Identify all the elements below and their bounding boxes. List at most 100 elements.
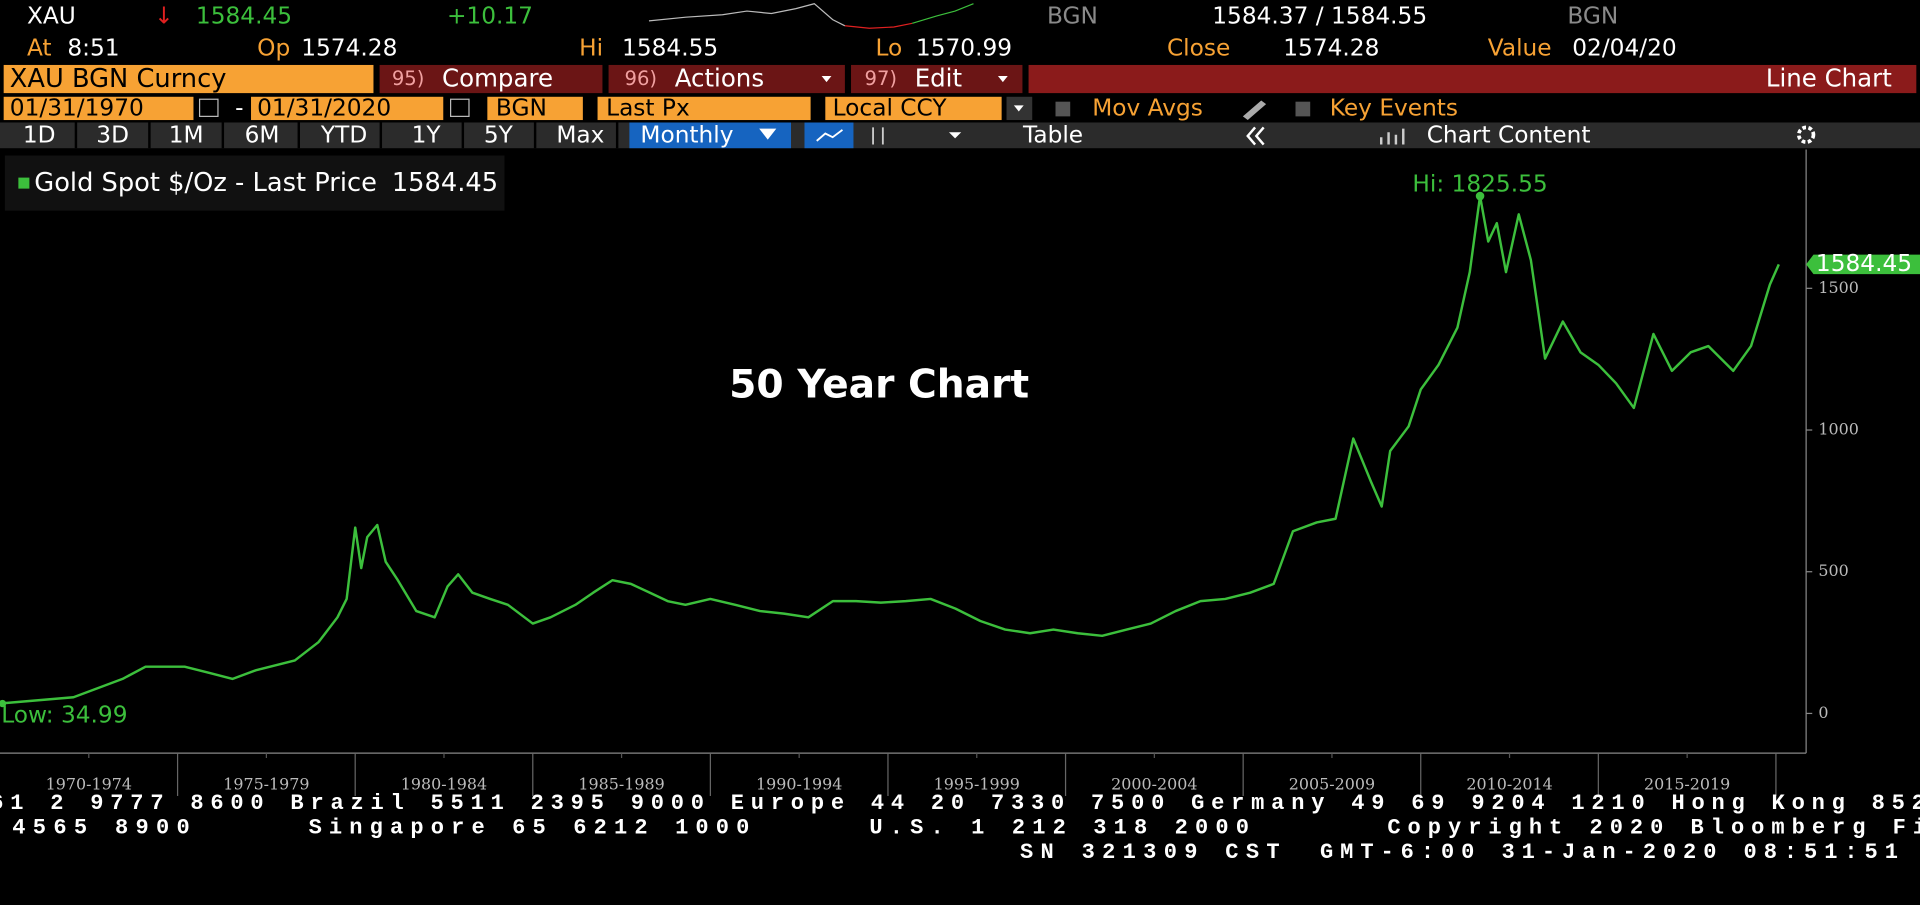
collapse-icon[interactable] xyxy=(1246,126,1265,146)
frequency: Monthly xyxy=(640,121,733,148)
source-field[interactable] xyxy=(487,96,583,121)
button-label[interactable]: Actions xyxy=(675,64,764,93)
x-tick-label: 1995-1999 xyxy=(934,774,1020,793)
x-tick-label: 2015-2019 xyxy=(1644,774,1730,793)
field-select[interactable] xyxy=(597,96,811,121)
field-label: Op xyxy=(257,35,290,62)
title-bar xyxy=(1028,64,1917,94)
period-button[interactable]: 6M xyxy=(245,121,280,148)
high-point xyxy=(1475,191,1485,201)
security-box[interactable] xyxy=(3,64,374,94)
button[interactable] xyxy=(608,64,845,94)
security: XAU BGN Curncy xyxy=(10,64,227,94)
checkbox[interactable] xyxy=(1295,101,1311,117)
pricing-source: BGN xyxy=(496,95,547,122)
y-tick-label: 0 xyxy=(1818,703,1828,722)
y-tick-label: 1000 xyxy=(1818,420,1858,439)
last-price: 1584.45 xyxy=(196,3,292,30)
y-tick-label: 1500 xyxy=(1818,278,1858,297)
last-price-tag xyxy=(1806,254,1920,275)
x-tick-label: 1970-1974 xyxy=(46,774,132,793)
fields-row: At 8:51 Op 1574.28 Hi 1584.55 Lo 1570.99 Close 15… xyxy=(27,35,1677,62)
quote-row: XAU ↓ 1584.45 +10.17 BGN 1584.37 / 1584.… xyxy=(27,3,1618,30)
legend-label: Gold Spot $/Oz - Last Price xyxy=(34,168,377,198)
field-label: Value xyxy=(1488,35,1552,62)
frequency-select[interactable] xyxy=(629,122,792,149)
button-label[interactable]: Compare xyxy=(442,64,553,93)
field-value: 02/04/20 xyxy=(1572,35,1676,62)
field-label: Close xyxy=(1167,35,1230,62)
calendar-icon[interactable] xyxy=(198,98,219,117)
plot-area: 0 500 1000 1500 1970-1974 1975-1979 1980-1984 1… xyxy=(0,149,1920,796)
field-label: At xyxy=(27,35,52,62)
last-price-label: 1584.45 XAU xyxy=(1816,250,1920,277)
field-value: 8:51 xyxy=(67,35,119,62)
field-value: 1574.28 xyxy=(1283,35,1379,62)
period-row: Monthly Table Chart Content 1D 3D 1M 6M YTD 1… xyxy=(0,121,1920,148)
checkbox[interactable] xyxy=(1055,101,1071,117)
footer-text: SN 321309 CST xyxy=(1020,840,1280,865)
x-tick-label: 1980-1984 xyxy=(401,774,487,793)
sparkline xyxy=(844,22,913,29)
period-button[interactable]: YTD xyxy=(320,121,367,148)
sparkline xyxy=(648,3,846,27)
x-tick-label: 2000-2004 xyxy=(1111,774,1197,793)
option[interactable]: Mov Avgs xyxy=(1092,95,1203,122)
source: BGN xyxy=(1567,3,1618,30)
end-date: 01/31/2020 xyxy=(257,95,391,122)
date-field[interactable] xyxy=(3,96,194,121)
direction: ↓ xyxy=(154,3,173,30)
pencil-icon[interactable] xyxy=(1242,100,1267,121)
dropdown-arrow xyxy=(997,75,1008,83)
dropdown-arrow xyxy=(1013,105,1024,112)
button[interactable] xyxy=(851,64,1023,94)
date-field[interactable] xyxy=(251,96,444,121)
footer-text: Copyright 2020 Bloomberg Fi xyxy=(1387,816,1920,841)
start-date: 01/31/1970 xyxy=(10,95,144,122)
period-button[interactable]: 1D xyxy=(23,121,56,148)
x-tick-label: 2010-2014 xyxy=(1466,774,1552,793)
x-tick-label: 2005-2009 xyxy=(1289,774,1375,793)
line-icon xyxy=(816,129,844,142)
candle-icon[interactable] xyxy=(872,127,884,145)
button-label[interactable]: Edit xyxy=(915,64,963,93)
sparkline xyxy=(912,3,974,24)
calendar-icon[interactable] xyxy=(450,98,470,117)
y-tick-label: 500 xyxy=(1818,561,1848,580)
currency-select[interactable] xyxy=(825,96,1002,121)
legend-value: 1584.45 xyxy=(392,168,498,198)
settings-row: 01/31/1970 - 01/31/2020 BGN Last Px Loca… xyxy=(3,95,1458,122)
period-button[interactable]: Max xyxy=(556,121,604,148)
option[interactable]: Key Events xyxy=(1330,95,1458,122)
chart-content-icon xyxy=(1380,128,1405,145)
period-button[interactable]: 5Y xyxy=(484,121,514,148)
period-button[interactable]: 1Y xyxy=(412,121,442,148)
table-button[interactable]: Table xyxy=(1022,121,1083,148)
settings-icon[interactable] xyxy=(1796,125,1816,144)
low-label: Low: 34.99 xyxy=(1,701,127,728)
net-change: +10.17 xyxy=(447,3,533,30)
price-field: Last Px xyxy=(606,95,690,122)
button[interactable] xyxy=(379,64,603,94)
footer-text: U.S. 1 212 318 2000 xyxy=(869,816,1249,841)
currency: Local CCY xyxy=(833,95,948,122)
footer-text: 4565 8900 xyxy=(12,816,190,841)
dropdown-arrow xyxy=(759,128,777,140)
footer-text: GMT-6:00 31-Jan-2020 08:51:51 xyxy=(1320,840,1898,865)
footer-text: 61 2 9777 8600 Brazil 5511 2395 9000 Eur… xyxy=(0,791,1920,816)
period-button[interactable]: 1M xyxy=(169,121,204,148)
legend: Gold Spot $/Oz - Last Price 1584.45 xyxy=(4,155,505,211)
period-button[interactable]: 3D xyxy=(96,121,129,148)
field-value: 1570.99 xyxy=(916,35,1012,62)
price-line xyxy=(0,194,1780,705)
chart-content-button[interactable]: Chart Content xyxy=(1427,121,1591,148)
button-number: 97) xyxy=(864,67,897,90)
period-bar xyxy=(0,122,1920,149)
field-value: 1584.55 xyxy=(622,35,718,62)
dropdown-arrow[interactable] xyxy=(948,132,962,139)
dropdown-arrow xyxy=(821,75,832,83)
source: BGN xyxy=(1047,3,1098,30)
